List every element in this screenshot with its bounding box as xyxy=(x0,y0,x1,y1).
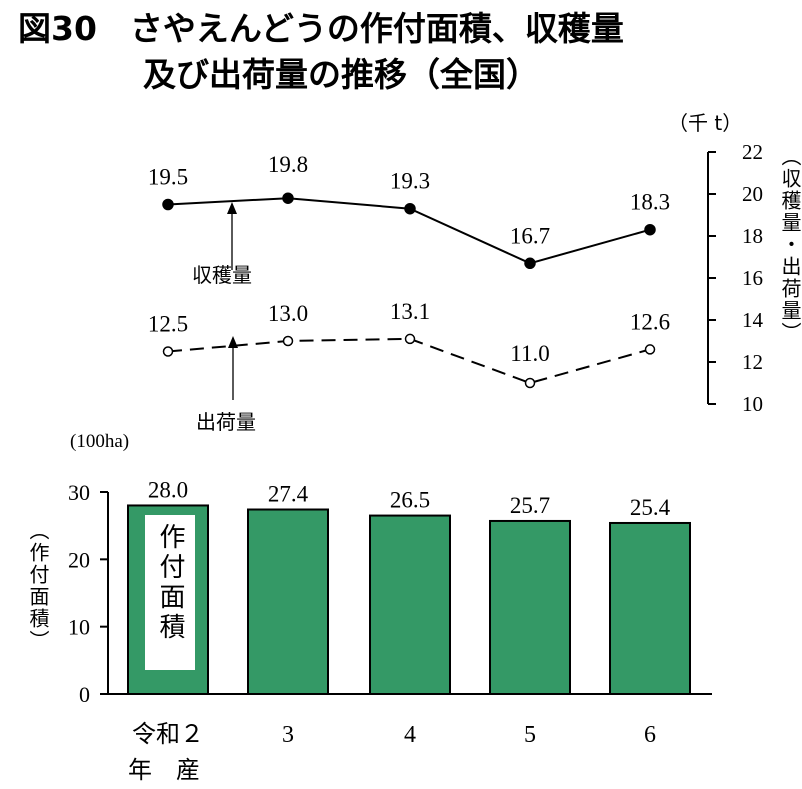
line-y-tick-label: 12 xyxy=(742,350,763,374)
bar-y-axis-title: （作付面積） xyxy=(26,520,50,652)
data-label: 16.7 xyxy=(510,223,550,248)
x-axis-caption: 年 産 xyxy=(128,756,200,784)
x-tick-label: 5 xyxy=(524,722,536,748)
data-label: 12.6 xyxy=(630,309,670,334)
data-label: 12.5 xyxy=(148,312,188,337)
bar-value-label: 27.4 xyxy=(268,482,309,507)
series-point-1 xyxy=(644,344,656,355)
bar-value-label: 26.5 xyxy=(390,488,430,513)
line-y-tick-label: 18 xyxy=(742,224,763,248)
data-label: 19.8 xyxy=(268,152,308,177)
bar-value-label: 25.4 xyxy=(630,495,671,520)
bar-y-tick-label: 30 xyxy=(68,480,90,505)
inset-label: 作付面積 xyxy=(155,523,185,643)
line-y-tick-label: 20 xyxy=(742,182,763,206)
line-unit-label: （千 t） xyxy=(668,111,742,135)
data-label: 13.1 xyxy=(390,299,430,324)
annotation-harvest: 収穫量 xyxy=(192,263,252,287)
bar-chart: (100ha) 0 10 20 30 （作付面積） 28.0 27.4 26.5 25.7 2… xyxy=(26,431,712,784)
bar-y-tick-label: 0 xyxy=(79,682,90,707)
bar-unit-label: (100ha) xyxy=(70,431,129,452)
line-y-axis-title: （収穫量・出荷量） xyxy=(778,146,802,344)
x-tick-label: 4 xyxy=(404,722,416,748)
line-y-tick-label: 22 xyxy=(742,140,763,164)
data-label: 11.0 xyxy=(510,341,549,366)
annotation-shipment: 出荷量 xyxy=(196,410,256,434)
series-point-0 xyxy=(644,223,656,236)
series-point-0 xyxy=(282,192,294,204)
bar xyxy=(609,521,691,695)
x-tick-label: 令和２ xyxy=(132,720,204,748)
data-label: 18.3 xyxy=(630,190,670,215)
annotation-arrowhead-shipment xyxy=(228,336,238,348)
bar xyxy=(247,508,329,695)
annotation-arrowhead-harvest xyxy=(227,202,237,214)
series-point-1 xyxy=(162,346,174,357)
bar-value-label: 28.0 xyxy=(148,477,188,502)
chart-title-line1: 図30 さやえんどうの作付面積、収穫量 xyxy=(18,9,624,48)
series-point-1 xyxy=(282,335,294,347)
line-y-tick-label: 14 xyxy=(742,308,764,332)
x-tick-label: 3 xyxy=(282,722,294,748)
series-point-0 xyxy=(404,202,416,215)
line-y-tick-label: 16 xyxy=(742,266,763,290)
line-y-tick-label: 10 xyxy=(742,392,763,416)
x-tick-label: 6 xyxy=(644,722,656,748)
line-chart: （千 t） 10 12 14 16 18 20 22 （収穫量・出荷量） 19.5 19.8 1… xyxy=(148,111,802,434)
series-point-0 xyxy=(524,257,536,270)
data-label: 13.0 xyxy=(268,301,308,326)
series-point-1 xyxy=(524,377,536,389)
inset-label-box xyxy=(145,515,195,670)
bar-y-tick-label: 20 xyxy=(68,547,90,572)
bar xyxy=(369,514,451,695)
bar-y-tick-label: 10 xyxy=(68,615,90,640)
series-point-0 xyxy=(162,198,174,211)
chart-title-line2: 及び出荷量の推移（全国） xyxy=(143,55,539,94)
series-line-1 xyxy=(167,337,651,385)
data-label: 19.3 xyxy=(390,169,430,194)
data-label: 19.5 xyxy=(148,165,188,190)
series-point-1 xyxy=(404,333,416,345)
bar xyxy=(489,519,571,695)
bar-value-label: 25.7 xyxy=(510,493,550,518)
